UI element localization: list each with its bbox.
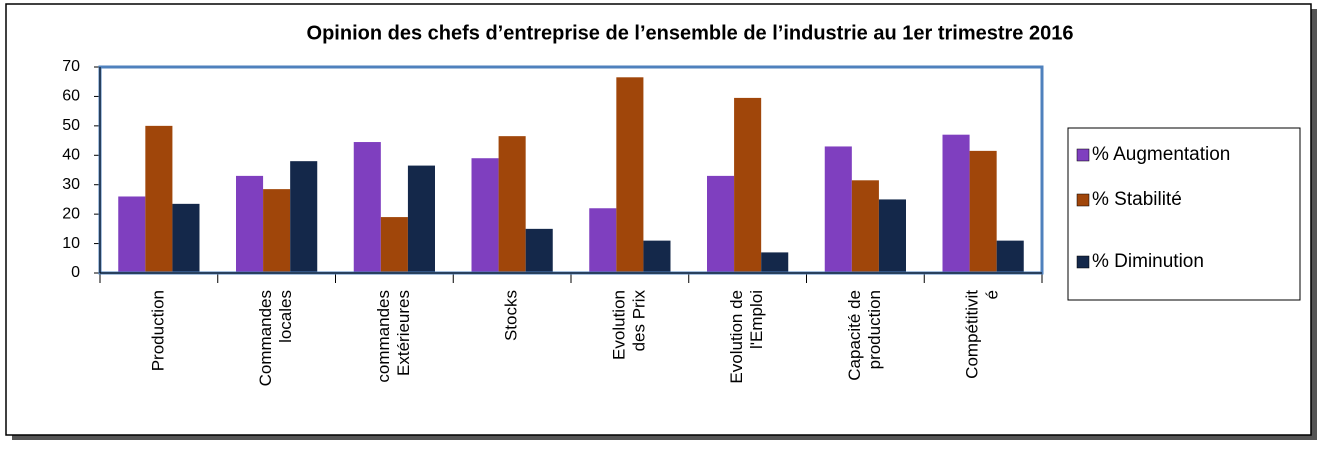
legend-swatch [1076,255,1090,269]
bar [380,217,408,273]
x-tick-label: Stocks [502,290,521,341]
y-tick-label: 70 [62,58,80,75]
x-tick-label: Evolution [609,290,628,360]
bar [498,136,526,273]
legend-label: % Diminution [1092,251,1204,272]
bar [407,165,435,273]
bar [172,203,200,273]
chart-title: Opinion des chefs d’entreprise de l’ense… [307,22,1074,44]
x-tick-label: locales [276,290,295,343]
bar [471,158,499,273]
bar [761,252,789,273]
legend-label: % Augmentation [1092,144,1230,165]
bar [525,228,553,273]
x-tick-label: Compétitivit [963,290,982,379]
bar [734,97,762,274]
bar [851,180,879,273]
y-tick-label: 30 [62,176,80,193]
bar [118,196,146,273]
y-tick-label: 60 [62,88,80,105]
legend-swatch [1076,148,1090,162]
bar [643,240,671,273]
y-tick-label: 20 [62,205,80,222]
x-tick-label: commandes [374,290,393,383]
bar [996,240,1024,273]
x-tick-label: Commandes [256,290,275,386]
bar [236,175,264,273]
bar [589,208,617,273]
legend-label: % Stabilité [1092,189,1182,210]
legend-box [1067,127,1301,301]
bar [878,199,906,273]
bar [824,146,852,273]
x-tick-label: Production [148,290,167,371]
y-tick-label: 10 [62,235,80,252]
x-tick-label: é [983,290,1002,299]
bar [942,134,970,273]
bar [707,175,735,273]
bar [353,142,381,273]
bar [145,125,173,273]
x-tick-label: production [865,290,884,369]
bar [616,77,644,273]
bar [969,150,997,273]
bar [263,189,291,273]
y-tick-label: 0 [71,264,80,281]
legend-swatch [1076,193,1090,207]
x-tick-label: Extérieures [394,290,413,376]
bar [290,161,318,273]
y-tick-label: 50 [62,117,80,134]
x-tick-label: Evolution de [727,290,746,384]
x-tick-label: Capacité de [845,290,864,381]
x-tick-label: l'Emploi [747,290,766,349]
y-tick-label: 40 [62,147,80,164]
x-tick-label: des Prix [629,290,648,352]
